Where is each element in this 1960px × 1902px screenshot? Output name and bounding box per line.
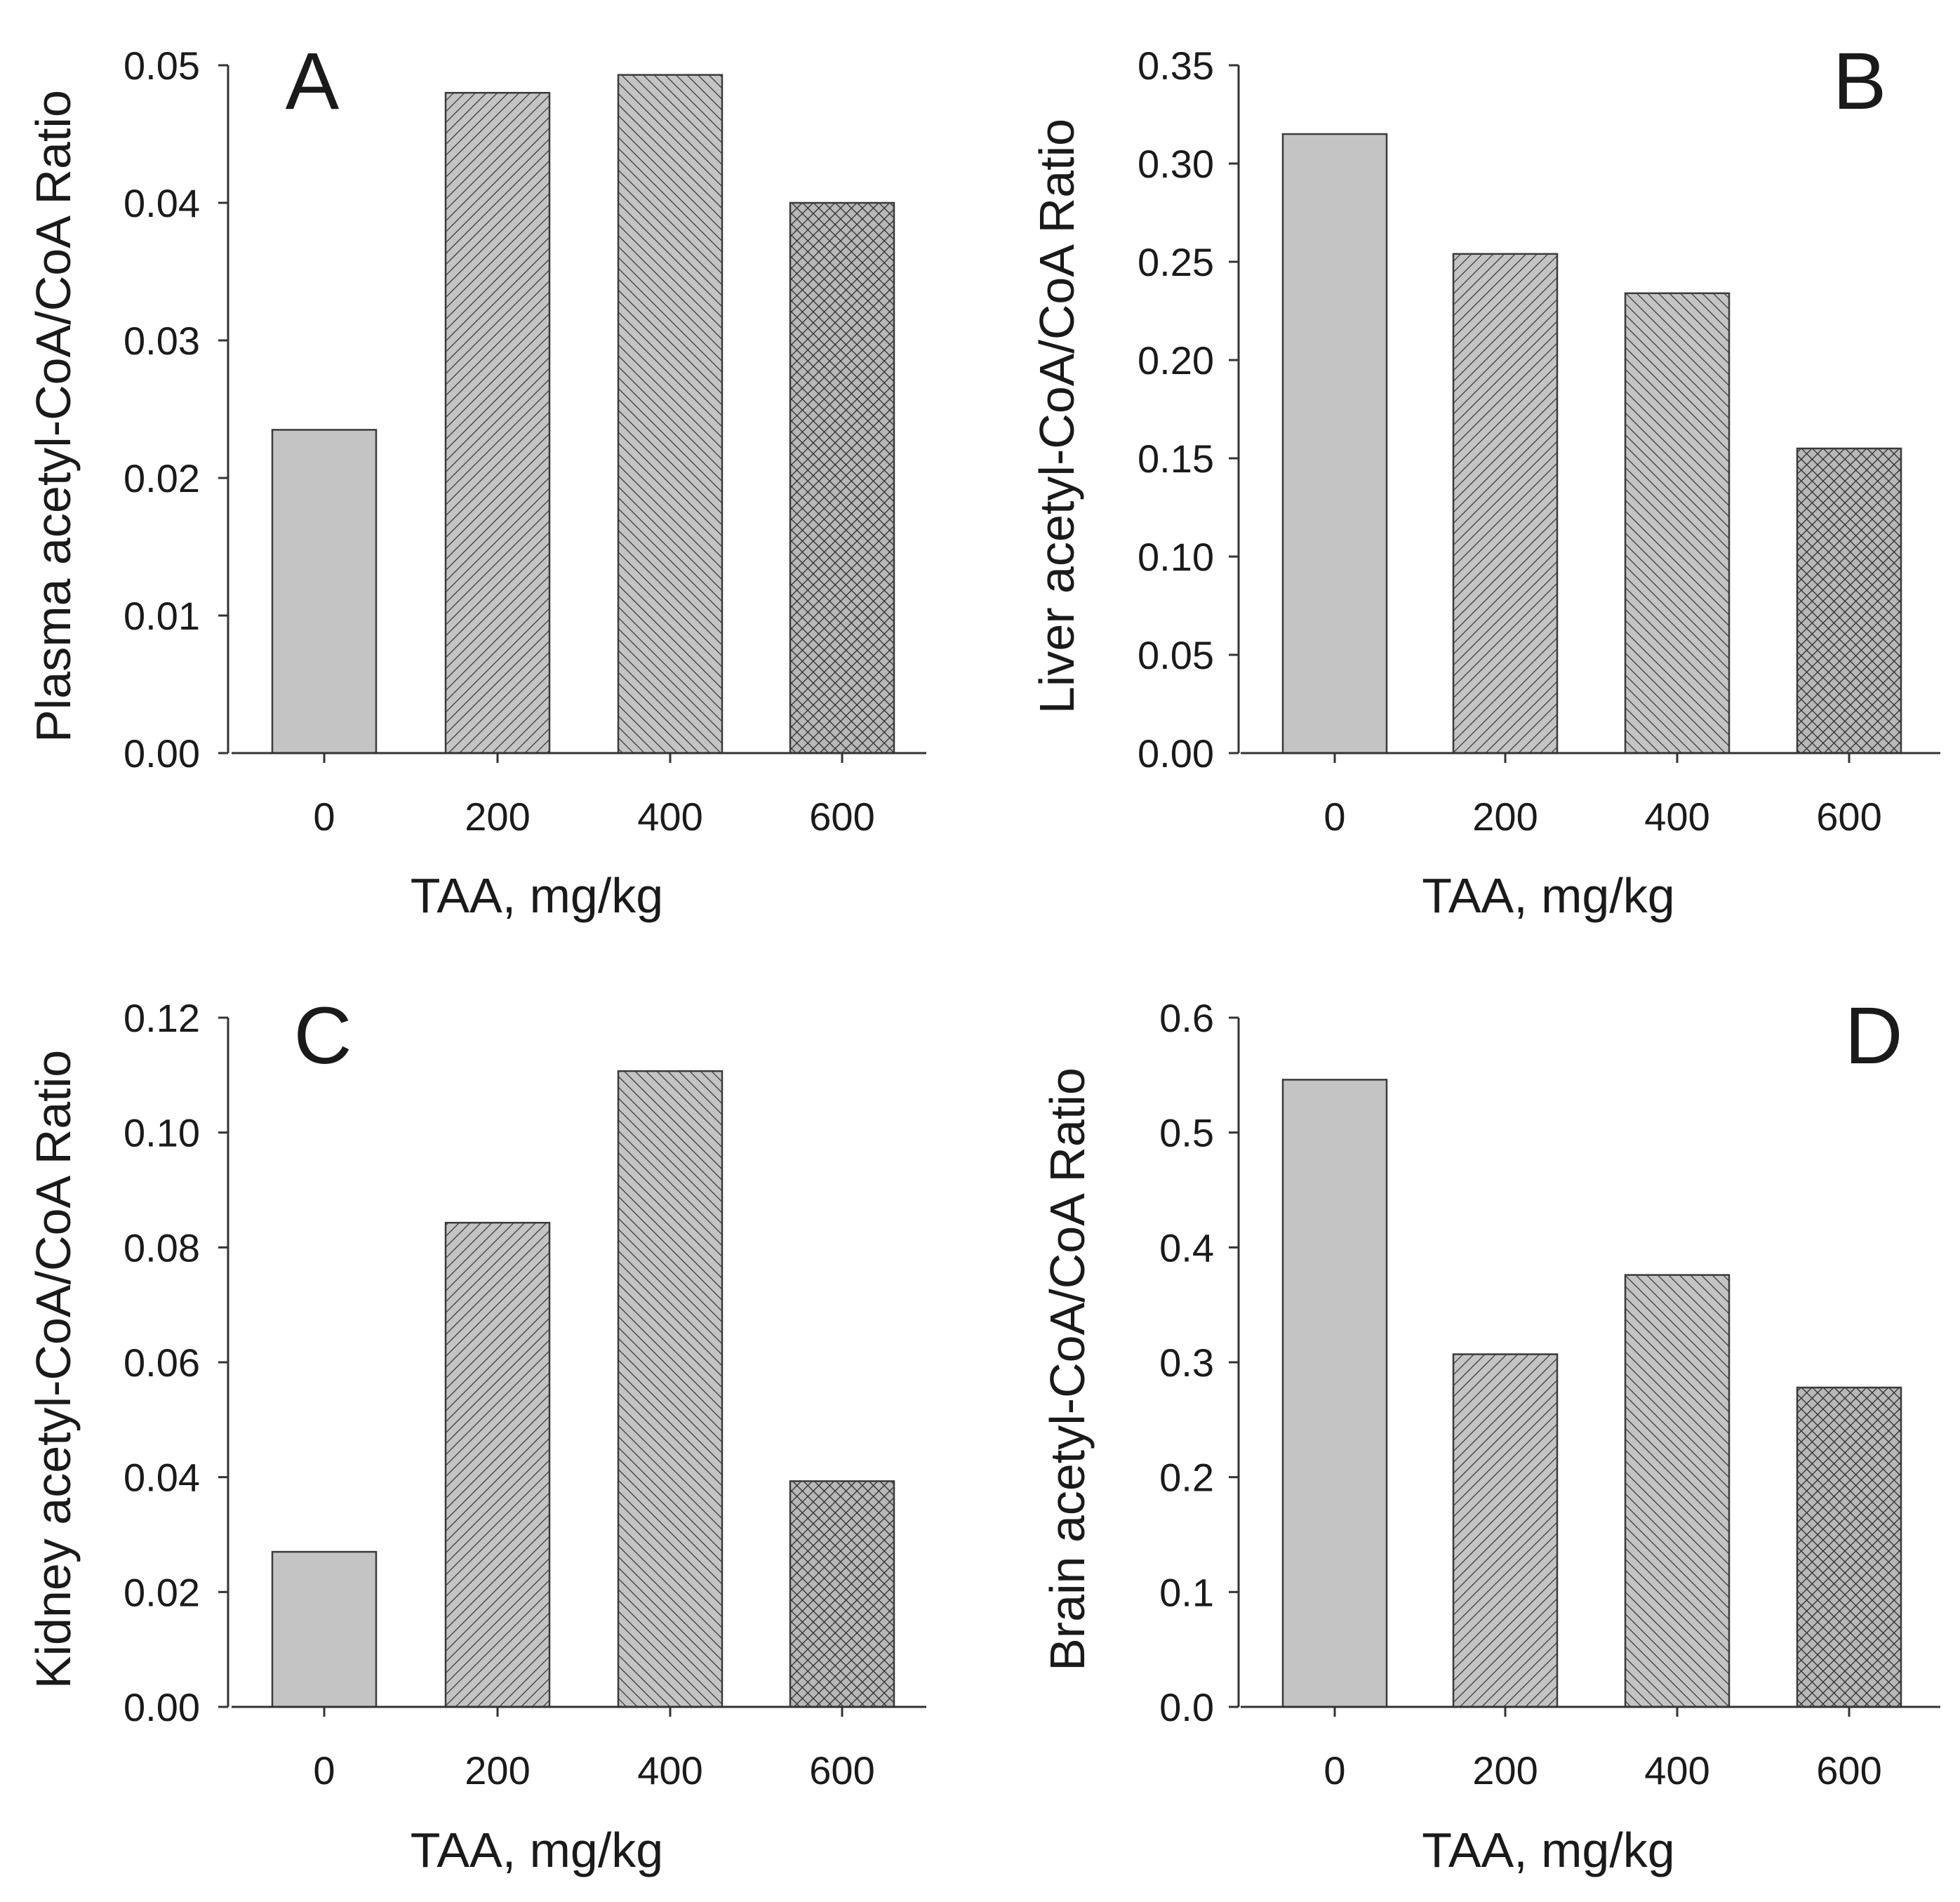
- y-tick-label-d: 0.5: [1159, 1111, 1214, 1155]
- bar-c-200: [444, 1221, 551, 1708]
- y-tick-label-c: 0.00: [124, 1685, 200, 1729]
- x-axis-title-b: TAA, mg/kg: [1422, 868, 1674, 923]
- y-tick-label-a: 0.03: [124, 319, 200, 363]
- x-tick-label-b: 200: [1472, 794, 1538, 839]
- y-tick-label-c: 0.02: [124, 1570, 200, 1614]
- y-tick-label-d: 0.0: [1159, 1685, 1214, 1729]
- bar-d-400: [1624, 1274, 1731, 1708]
- x-tick-label-c: 0: [313, 1748, 335, 1793]
- x-tick-label-a: 0: [313, 794, 335, 839]
- y-tick-label-a: 0.00: [124, 731, 200, 776]
- chart-panel-b: 0.00 0.05 0.10 0.15 0.20 0.25 0.30 0.35 0 200 400 6…: [1029, 36, 1940, 923]
- y-tick-label-b: 0.30: [1138, 142, 1214, 186]
- y-tick-label-d: 0.3: [1159, 1341, 1214, 1385]
- y-tick-label-a: 0.04: [124, 181, 200, 225]
- bar-b-0: [1281, 133, 1388, 754]
- x-axis-title-a: TAA, mg/kg: [411, 868, 663, 923]
- bar-a-600: [789, 201, 895, 754]
- panel-letter-c: C: [293, 991, 352, 1081]
- y-tick-label-a: 0.02: [124, 456, 200, 500]
- y-tick-label-a: 0.05: [124, 44, 200, 88]
- bar-b-200: [1452, 253, 1559, 754]
- y-tick-label-d: 0.2: [1159, 1456, 1214, 1500]
- x-tick-label-c: 400: [637, 1748, 702, 1793]
- chart-panel-a: 0.00 0.01 0.02 0.03 0.04 0.05 0 200 400 600 TAA, m…: [26, 36, 926, 923]
- bar-c-0: [271, 1550, 378, 1708]
- y-tick-label-b: 0.10: [1138, 535, 1214, 579]
- y-axis-title-c: Kidney acetyl-CoA/CoA Ratio: [26, 1050, 81, 1689]
- y-tick-label-b: 0.25: [1138, 240, 1214, 284]
- y-tick-label-c: 0.06: [124, 1341, 200, 1385]
- y-tick-label-c: 0.08: [124, 1225, 200, 1270]
- x-tick-label-d: 0: [1324, 1748, 1345, 1793]
- x-axis-title-c: TAA, mg/kg: [411, 1823, 663, 1877]
- y-tick-label-b: 0.05: [1138, 633, 1214, 677]
- x-tick-label-d: 200: [1472, 1748, 1538, 1793]
- bar-a-0: [271, 429, 378, 754]
- bar-c-600: [789, 1480, 895, 1708]
- chart-panel-d: 0.0 0.1 0.2 0.3 0.4 0.5 0.6 0 200 400 600 TAA, mg/k…: [1040, 991, 1940, 1877]
- y-tick-label-b: 0.00: [1138, 731, 1214, 776]
- y-tick-label-b: 0.20: [1138, 338, 1214, 383]
- x-tick-label-c: 200: [465, 1748, 530, 1793]
- bar-c-400: [617, 1070, 724, 1708]
- y-tick-label-d: 0.1: [1159, 1570, 1214, 1614]
- y-axis-title-a: Plasma acetyl-CoA/CoA Ratio: [26, 90, 81, 743]
- x-axis-title-d: TAA, mg/kg: [1422, 1823, 1674, 1877]
- y-axis-title-b: Liver acetyl-CoA/CoA Ratio: [1029, 119, 1084, 714]
- bar-a-200: [444, 91, 551, 754]
- x-tick-label-b: 0: [1324, 794, 1345, 839]
- y-tick-label-c: 0.12: [124, 996, 200, 1040]
- y-tick-label-b: 0.35: [1138, 44, 1214, 88]
- x-tick-label-b: 600: [1816, 794, 1881, 839]
- chart-panel-c: 0.00 0.02 0.04 0.06 0.08 0.10 0.12 0 200 400 600 TA…: [26, 991, 926, 1877]
- x-tick-label-a: 600: [809, 794, 874, 839]
- bar-d-200: [1452, 1353, 1559, 1708]
- y-tick-label-c: 0.04: [124, 1456, 200, 1500]
- bar-d-0: [1281, 1079, 1388, 1708]
- panel-letter-d: D: [1844, 991, 1902, 1081]
- x-tick-label-a: 200: [465, 794, 530, 839]
- y-tick-label-a: 0.01: [124, 594, 200, 638]
- x-tick-label-d: 400: [1644, 1748, 1709, 1793]
- bar-d-600: [1796, 1386, 1902, 1708]
- y-tick-label-c: 0.10: [124, 1111, 200, 1155]
- bar-b-600: [1796, 447, 1902, 754]
- panel-letter-a: A: [286, 36, 340, 126]
- y-tick-label-d: 0.4: [1159, 1225, 1214, 1270]
- x-tick-label-a: 400: [637, 794, 702, 839]
- y-axis-title-d: Brain acetyl-CoA/CoA Ratio: [1040, 1068, 1095, 1671]
- bar-b-400: [1624, 292, 1731, 754]
- x-tick-label-b: 400: [1644, 794, 1709, 839]
- panel-letter-b: B: [1833, 36, 1887, 126]
- y-tick-label-d: 0.6: [1159, 996, 1214, 1040]
- x-tick-label-d: 600: [1816, 1748, 1881, 1793]
- x-tick-label-c: 600: [809, 1748, 874, 1793]
- bar-a-400: [617, 74, 724, 754]
- y-tick-label-b: 0.15: [1138, 437, 1214, 481]
